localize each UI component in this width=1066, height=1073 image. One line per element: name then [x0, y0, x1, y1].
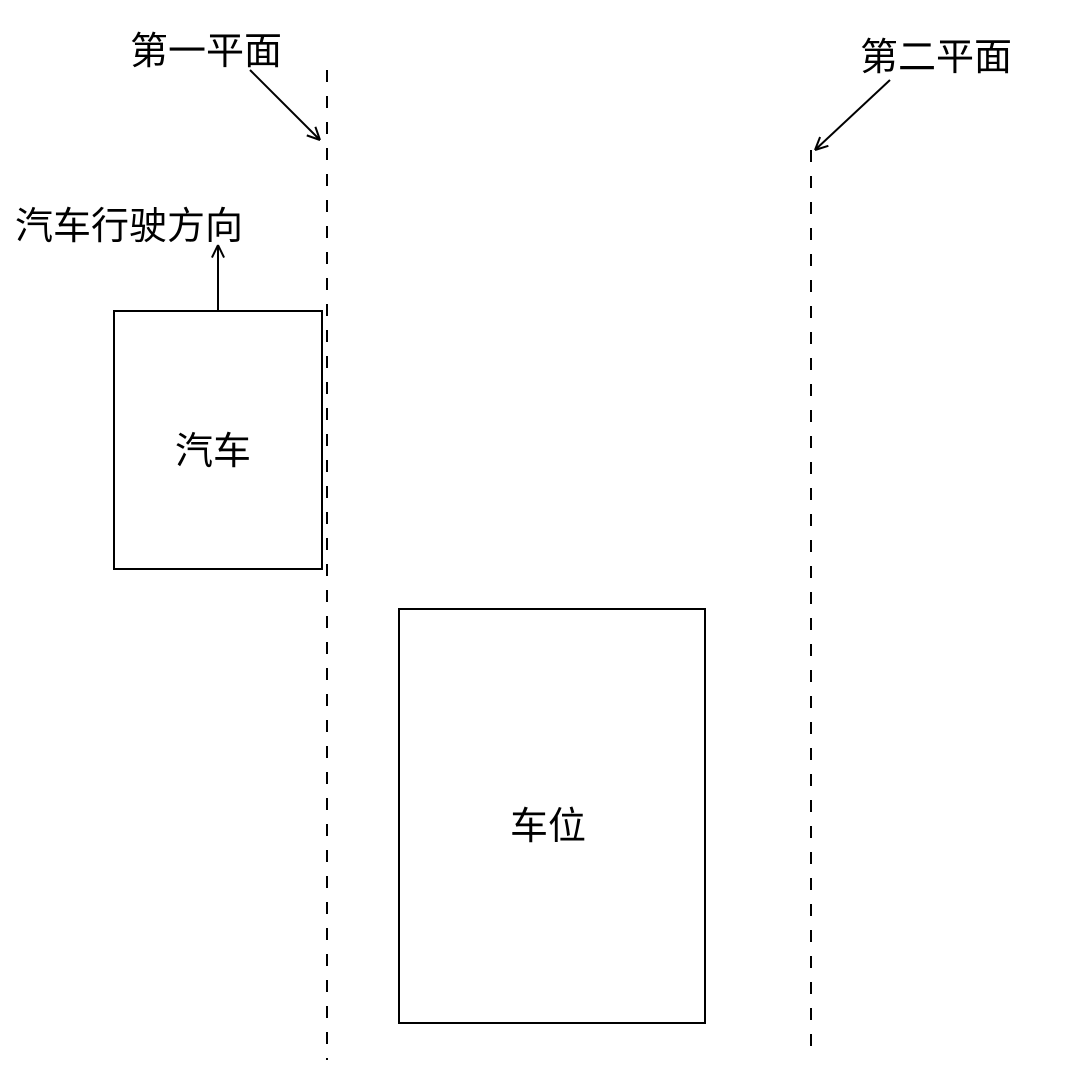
plane1-line: [326, 70, 328, 1060]
plane2-line: [810, 150, 812, 1060]
car-label: 汽车: [175, 420, 251, 475]
plane2-arrow: [800, 65, 905, 165]
diagram-container: 第一平面 第二平面 汽车行驶方向 汽车 车位: [0, 0, 1066, 1073]
plane1-arrow: [235, 55, 335, 155]
parking-spot-label: 车位: [510, 795, 586, 850]
